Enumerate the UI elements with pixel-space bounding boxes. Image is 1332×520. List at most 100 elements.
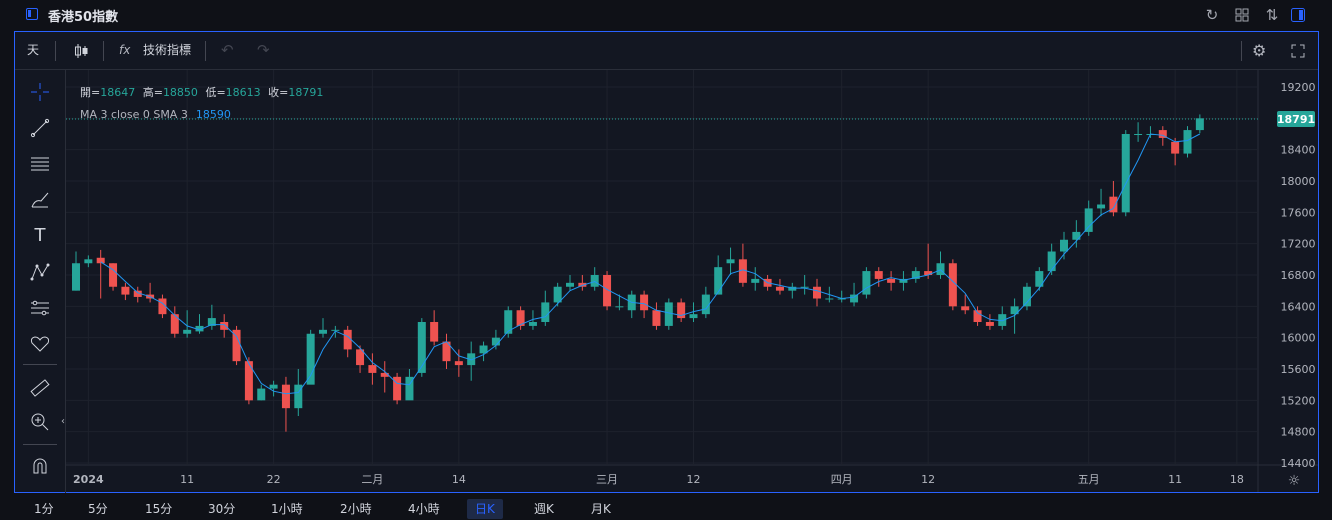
trend-line-icon[interactable] (29, 117, 51, 139)
candle (874, 271, 883, 279)
window-title: 香港50指數 (48, 10, 119, 25)
x-tick-label: 22 (267, 473, 281, 486)
toolbar-divider (205, 41, 206, 61)
candle (985, 322, 994, 326)
y-tick-label: 18400 (1281, 144, 1316, 157)
close-value: 18791 (288, 86, 324, 99)
axis-settings-icon[interactable]: ☼ (1288, 473, 1301, 489)
candle (257, 388, 266, 401)
candle (899, 278, 908, 283)
crosshair-icon[interactable] (29, 81, 51, 103)
candle (775, 286, 784, 291)
candle (689, 314, 698, 319)
y-tick-label: 17600 (1281, 206, 1316, 219)
y-tick-label: 16000 (1281, 332, 1316, 345)
timeframe-0[interactable]: 1分 (34, 502, 54, 516)
timeframe-4[interactable]: 1小時 (271, 502, 303, 516)
text-tool-icon[interactable]: T (34, 225, 46, 246)
ma-legend[interactable]: MA 3 close 0 SMA 3 18590 (80, 108, 231, 121)
ma-label: MA 3 close 0 SMA 3 (80, 108, 188, 121)
y-tick-label: 18000 (1281, 175, 1316, 188)
candle (1195, 118, 1204, 131)
indicators-button[interactable]: 技術指標 (143, 43, 192, 57)
ruler-icon[interactable] (29, 377, 51, 399)
collapse-toolbar-icon[interactable]: ‹ (61, 416, 65, 427)
candle (356, 349, 365, 366)
brush-icon[interactable] (29, 189, 51, 211)
candle (504, 310, 513, 334)
timeframe-1[interactable]: 5分 (88, 502, 108, 516)
candle (1084, 208, 1093, 232)
candle (1072, 231, 1081, 240)
candle (553, 286, 562, 303)
candle (207, 318, 216, 326)
fullscreen-icon[interactable] (1291, 32, 1305, 69)
timeframe-6[interactable]: 4小時 (408, 502, 440, 516)
candle (281, 384, 290, 409)
low-value: 18613 (225, 86, 261, 99)
toolbar-divider (103, 41, 104, 61)
panel-toggle-icon[interactable] (1288, 5, 1308, 25)
x-tick-label: 12 (687, 473, 701, 486)
settings-gear-icon[interactable]: ⚙ (1252, 41, 1267, 60)
candle (590, 275, 599, 287)
horizontal-lines-icon[interactable] (29, 153, 51, 175)
sidebar-toggle-icon[interactable] (26, 8, 38, 20)
price-chart[interactable]: 1920018800184001800017600172001680016400… (15, 32, 1318, 492)
candle (294, 384, 303, 409)
candle (195, 325, 204, 332)
candle (1134, 134, 1143, 135)
chart-toolbar: 天 fx 技術指標 ↶ ↷ ⚙ (15, 32, 1318, 70)
candle (566, 282, 574, 287)
interval-button[interactable]: 天 (27, 43, 40, 57)
redo-icon[interactable]: ↷ (257, 41, 270, 59)
timeframe-8[interactable]: 週K (534, 502, 554, 516)
candle (343, 329, 352, 350)
candle (1121, 134, 1130, 213)
candle (936, 263, 945, 275)
ma-value: 18590 (195, 108, 231, 121)
candle (701, 294, 710, 315)
candle (813, 286, 821, 299)
candle (862, 271, 871, 295)
grid-icon[interactable] (1232, 5, 1252, 25)
candle (1010, 306, 1019, 315)
candle (430, 322, 439, 342)
magnet-icon[interactable] (29, 455, 51, 477)
y-tick-label: 15200 (1281, 394, 1316, 407)
candle (84, 259, 93, 264)
candle (664, 302, 673, 326)
tool-divider (23, 444, 57, 445)
timeframe-5[interactable]: 2小時 (340, 502, 372, 516)
x-tick-label: 四月 (831, 473, 853, 486)
timeframe-3[interactable]: 30分 (208, 502, 236, 516)
candle (232, 329, 241, 362)
fx-icon[interactable]: fx (119, 43, 131, 57)
sort-icon[interactable]: ⇅ (1265, 6, 1279, 24)
undo-icon[interactable]: ↶ (221, 41, 234, 59)
x-tick-label: 14 (452, 473, 466, 486)
candle (516, 310, 525, 326)
zoom-in-icon[interactable] (29, 411, 51, 433)
timeframe-9[interactable]: 月K (591, 502, 611, 516)
y-tick-label: 19200 (1281, 81, 1316, 94)
candle (528, 322, 537, 326)
heart-icon[interactable] (29, 333, 51, 355)
refresh-icon[interactable]: ↻ (1205, 6, 1219, 24)
prediction-icon[interactable] (29, 297, 51, 319)
candle (850, 294, 859, 303)
x-tick-label: 五月 (1078, 473, 1100, 486)
candle (714, 267, 723, 295)
candle (1022, 286, 1031, 307)
pattern-icon[interactable] (29, 261, 51, 283)
high-value: 18850 (162, 86, 198, 99)
timeframe-7[interactable]: 日K (467, 499, 503, 519)
candle (158, 298, 167, 315)
candle (96, 257, 105, 264)
candle (924, 271, 933, 275)
candle (467, 353, 476, 366)
x-tick-label: 二月 (361, 473, 383, 486)
candles-icon[interactable] (73, 32, 89, 69)
candle (652, 310, 661, 326)
timeframe-2[interactable]: 15分 (145, 502, 173, 516)
